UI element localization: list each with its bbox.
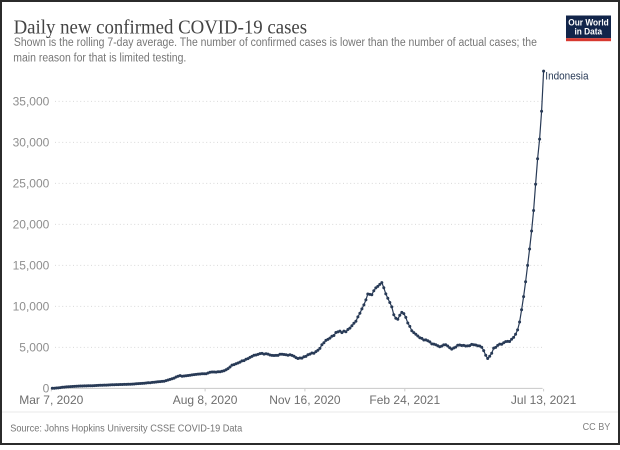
svg-text:5,000: 5,000: [19, 340, 49, 354]
svg-text:in Data: in Data: [575, 27, 603, 37]
svg-text:30,000: 30,000: [13, 135, 50, 149]
svg-text:Source: Johns Hopkins Universi: Source: Johns Hopkins University CSSE CO…: [10, 424, 242, 435]
svg-text:Nov 16, 2020: Nov 16, 2020: [269, 393, 341, 407]
svg-text:15,000: 15,000: [13, 258, 50, 272]
svg-text:25,000: 25,000: [13, 176, 50, 190]
svg-text:Mar 7, 2020: Mar 7, 2020: [19, 393, 83, 407]
svg-text:CC BY: CC BY: [583, 421, 611, 433]
svg-text:Feb 24, 2021: Feb 24, 2021: [369, 393, 440, 407]
svg-text:Aug 8, 2020: Aug 8, 2020: [173, 393, 238, 407]
svg-text:0: 0: [43, 381, 50, 395]
svg-text:Indonesia: Indonesia: [545, 71, 588, 83]
svg-text:10,000: 10,000: [13, 299, 50, 313]
svg-text:Shown is the rolling 7-day ave: Shown is the rolling 7-day average. The …: [14, 37, 537, 49]
svg-text:main reason for that is limite: main reason for that is limited testing.: [13, 52, 186, 64]
svg-text:Our World: Our World: [568, 18, 609, 28]
svg-text:35,000: 35,000: [13, 94, 50, 108]
svg-text:Jul 13, 2021: Jul 13, 2021: [511, 393, 577, 407]
svg-text:20,000: 20,000: [13, 217, 50, 231]
svg-text:Daily new confirmed COVID-19 c: Daily new confirmed COVID-19 cases: [14, 17, 308, 39]
